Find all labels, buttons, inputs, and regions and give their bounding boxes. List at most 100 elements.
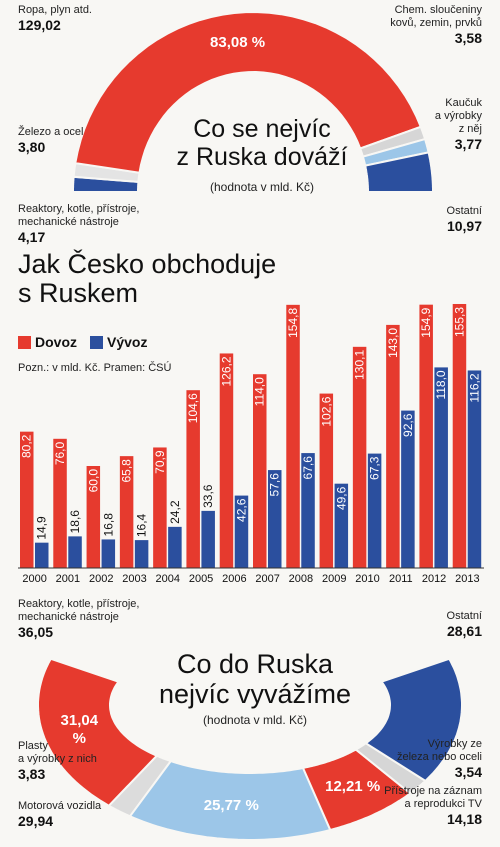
value-label: 155,3 <box>452 307 466 337</box>
value-label: 116,2 <box>467 373 481 402</box>
value-label: 24,2 <box>168 500 182 524</box>
x-tick-label: 2010 <box>355 573 379 585</box>
value-label: 33,6 <box>201 484 215 508</box>
segment-label: Železo a ocel 3,80 <box>18 126 83 156</box>
bar <box>219 353 234 568</box>
segment-label: Reaktory, kotle, přístroje, mechanické n… <box>18 203 139 246</box>
x-tick-label: 2003 <box>122 573 146 585</box>
value-label: 57,6 <box>268 473 282 497</box>
x-tick-label: 2004 <box>156 573 180 585</box>
x-tick-label: 2012 <box>422 573 446 585</box>
bar <box>401 410 415 568</box>
segment-label: Ropa, plyn atd. 129,02 <box>18 4 92 34</box>
x-tick-label: 2008 <box>289 573 313 585</box>
value-label: 29,94 <box>18 813 54 829</box>
segment-label: Chem. sloučeniny kovů, zemin, prvků 3,58 <box>390 4 482 47</box>
category-name: Reaktory, kotle, přístroje, mechanické n… <box>18 598 140 623</box>
value-label: 114,0 <box>253 377 267 406</box>
bar <box>20 431 34 568</box>
value-label: 92,6 <box>401 413 415 437</box>
bar <box>386 324 400 568</box>
bar <box>268 470 282 568</box>
legend-swatch <box>90 336 103 349</box>
x-tick-label: 2007 <box>255 573 279 585</box>
bar <box>101 539 116 568</box>
x-tick-label: 2001 <box>56 573 80 585</box>
bar <box>253 374 267 568</box>
bar <box>168 526 182 568</box>
bar <box>68 536 82 568</box>
chart-title: Co do Ruska nejvíc vyvážíme <box>158 649 352 709</box>
value-label: 16,8 <box>101 513 115 537</box>
segment-label: Plasty a výrobky z nich 3,83 <box>18 740 97 783</box>
share-label: 25,77 % <box>203 796 259 814</box>
category-name: Reaktory, kotle, přístroje, mechanické n… <box>18 203 140 228</box>
bar <box>119 456 134 568</box>
category-name: Plasty a výrobky z nich <box>18 740 97 765</box>
value-label: 65,8 <box>120 459 134 483</box>
value-label: 76,0 <box>53 441 67 465</box>
value-label: 18,6 <box>68 510 82 534</box>
value-label: 154,8 <box>286 308 300 338</box>
value-label: 3,58 <box>454 30 482 46</box>
x-tick-label: 2000 <box>22 573 46 585</box>
value-label: 3,80 <box>18 139 46 155</box>
legend-label: Vývoz <box>107 334 147 350</box>
donut-segment <box>364 657 463 783</box>
value-label: 102,6 <box>319 396 333 426</box>
value-label: 154,9 <box>419 307 433 337</box>
bar <box>134 540 149 568</box>
chart-subtitle: (hodnota v mld. Kč) <box>209 180 315 194</box>
category-name: Ostatní <box>446 205 482 217</box>
category-name: Výrobky ze železa nebo oceli <box>396 738 482 763</box>
bar <box>301 453 315 568</box>
category-name: Kaučuk a výrobky z něj <box>434 97 482 135</box>
value-label: 3,54 <box>454 764 482 780</box>
value-label: 14,9 <box>35 516 49 540</box>
value-label: 16,4 <box>135 513 149 537</box>
x-tick-label: 2006 <box>222 573 246 585</box>
x-tick-label: 2005 <box>189 573 213 585</box>
bar <box>234 495 249 568</box>
category-name: Chem. sloučeniny kovů, zemin, prvků <box>390 4 482 29</box>
donut-segment <box>364 151 434 193</box>
bar <box>35 542 49 568</box>
value-label: 118,0 <box>434 370 448 399</box>
value-label: 104,6 <box>186 393 200 423</box>
value-label: 3,77 <box>454 136 482 152</box>
bar <box>186 390 200 568</box>
value-label: 126,2 <box>219 356 233 386</box>
note: Pozn.: v mld. Kč. Pramen: ČSÚ <box>18 361 171 374</box>
x-tick-label: 2002 <box>89 573 113 585</box>
value-label: 70,9 <box>153 450 167 474</box>
value-label: 3,83 <box>18 766 46 782</box>
segment-label: Reaktory, kotle, přístroje, mechanické n… <box>18 598 139 641</box>
x-tick-label: 2009 <box>322 573 346 585</box>
category-name: Ropa, plyn atd. <box>18 4 92 16</box>
value-label: 4,17 <box>18 229 46 245</box>
category-name: Přístroje na záznam a reprodukci TV <box>384 785 482 810</box>
segment-label: Kaučuk a výrobky z něj 3,77 <box>435 97 482 153</box>
segment-label: Motorová vozidla 29,94 <box>18 800 101 830</box>
bar <box>319 393 334 568</box>
share-label: 12,21 % <box>325 778 381 796</box>
legend-swatch <box>18 336 31 349</box>
value-label: 36,05 <box>18 624 54 640</box>
value-label: 67,6 <box>301 456 315 480</box>
value-label: 10,97 <box>446 218 482 234</box>
value-label: 49,6 <box>334 486 348 510</box>
segment-label: Výrobky ze železa nebo oceli 3,54 <box>397 738 482 781</box>
bar <box>153 447 167 568</box>
bar <box>86 466 101 568</box>
value-label: 28,61 <box>446 623 482 639</box>
x-tick-label: 2011 <box>389 573 413 585</box>
bar <box>434 367 448 568</box>
value-label: 67,3 <box>368 456 382 480</box>
chart-title: Co se nejvíc z Ruska dováží <box>176 115 348 171</box>
value-label: 80,2 <box>20 434 34 458</box>
legend-label: Dovoz <box>35 334 77 350</box>
chart-subtitle: (hodnota v mld. Kč) <box>202 713 308 727</box>
bar <box>53 438 67 568</box>
